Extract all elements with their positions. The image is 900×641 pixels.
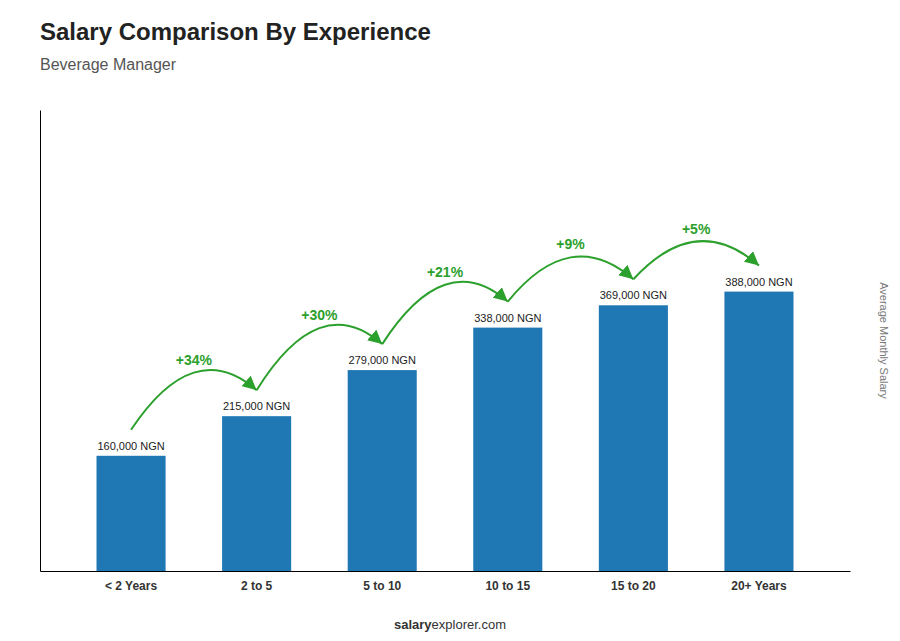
change-arrow — [257, 325, 383, 390]
x-tick-label: < 2 Years — [105, 579, 157, 593]
change-label: +5% — [682, 221, 711, 237]
footer-part: explorer.com — [432, 617, 506, 632]
footer: salaryexplorer.com — [394, 617, 506, 632]
x-tick: 2 to 5 — [241, 579, 273, 593]
x-tick: < 2 Years — [105, 579, 157, 593]
change-arrow — [508, 256, 634, 301]
bar — [599, 305, 668, 571]
x-tick: 20+ Years — [731, 579, 787, 593]
x-tick-label: 10 to 15 — [485, 579, 530, 593]
x-axis-line — [41, 571, 851, 572]
x-axis: < 2 Years 2 to 5 5 to 10 10 to 15 15 to 20 20… — [41, 572, 851, 593]
title: Salary Comparison By Experience — [40, 18, 431, 45]
bars — [97, 292, 794, 571]
x-tick-label: 15 to 20 — [611, 579, 656, 593]
data-label: 279,000 NGN — [349, 354, 416, 366]
footer-part: salary — [394, 617, 432, 632]
subtitle: Beverage Manager — [40, 56, 177, 73]
y-axis-line — [40, 111, 41, 572]
data-label: 369,000 NGN — [600, 289, 667, 301]
y-axis-title: Average Monthly Salary — [878, 282, 890, 399]
data-label: 388,000 NGN — [725, 276, 792, 288]
bar — [348, 370, 417, 571]
change-arrow — [633, 241, 759, 279]
x-tick-label: 5 to 10 — [363, 579, 401, 593]
x-tick-label: 20+ Years — [731, 579, 787, 593]
data-label: 160,000 NGN — [97, 440, 164, 452]
bar — [473, 328, 542, 571]
y-axis — [40, 111, 41, 572]
data-label: 338,000 NGN — [474, 312, 541, 324]
annotations: +34% +30% +21% +9% +5% — [131, 221, 759, 430]
x-tick: 10 to 15 — [485, 579, 530, 593]
change-label: +30% — [301, 307, 338, 323]
x-tick: 5 to 10 — [363, 579, 401, 593]
x-tick-label: 2 to 5 — [241, 579, 273, 593]
data-label: 215,000 NGN — [223, 400, 290, 412]
data-labels: 160,000 NGN 215,000 NGN 279,000 NGN 338,000… — [97, 276, 792, 452]
bar — [724, 292, 793, 571]
x-tick: 15 to 20 — [611, 579, 656, 593]
change-label: +34% — [176, 352, 213, 368]
change-arrow — [131, 370, 257, 430]
change-label: +21% — [427, 264, 464, 280]
bar — [97, 456, 166, 571]
change-label: +9% — [556, 236, 585, 252]
bar — [222, 416, 291, 571]
chart: Salary Comparison By Experience Beverage … — [0, 0, 900, 641]
change-arrow — [382, 282, 508, 344]
